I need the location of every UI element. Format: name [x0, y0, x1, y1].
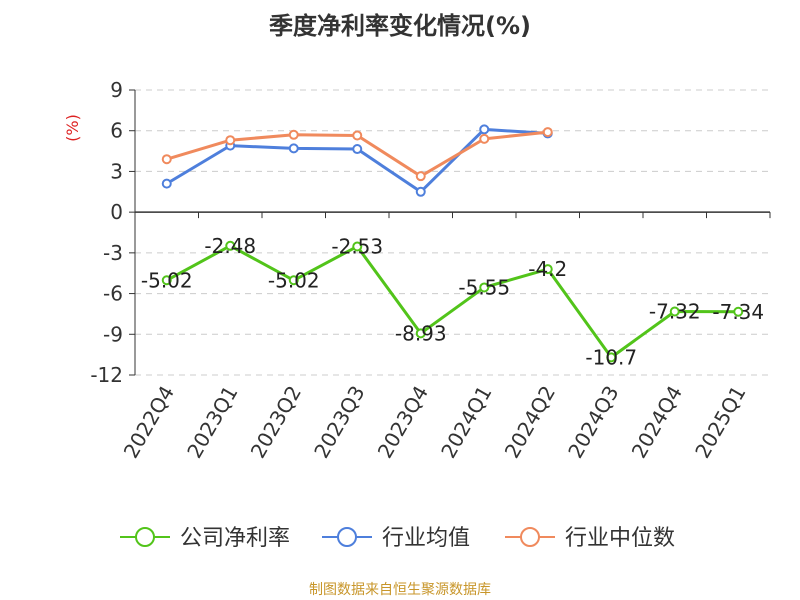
data-point	[669, 306, 680, 317]
chart-title: 季度净利率变化情况(%)	[269, 12, 531, 40]
data-point	[225, 135, 236, 146]
data-label: -2.53	[331, 234, 383, 258]
y-tick-label: -6	[103, 282, 123, 306]
x-tick-label: 2023Q3	[309, 382, 369, 463]
y-tick-label: -9	[103, 322, 123, 346]
y-tick-label: -12	[90, 363, 123, 387]
data-point	[733, 306, 744, 317]
data-label: -8.93	[395, 321, 447, 345]
x-tick-label: 2023Q2	[246, 382, 306, 463]
x-tick-label: 2024Q3	[563, 382, 623, 463]
legend-item-2[interactable]: 行业中位数	[505, 526, 675, 551]
legend-label: 行业中位数	[565, 526, 675, 551]
data-point	[479, 282, 490, 293]
data-point	[415, 328, 426, 339]
y-tick-label: 9	[110, 78, 123, 102]
data-point	[288, 275, 299, 286]
legend-label: 公司净利率	[180, 526, 290, 551]
legend-label: 行业均值	[382, 526, 470, 551]
data-point	[542, 264, 553, 275]
data-point	[352, 241, 363, 252]
x-tick-label: 2024Q4	[627, 382, 687, 463]
y-tick-labels: 9 6 3 0 -3 -6 -9 -12	[90, 78, 123, 387]
data-label: -7.32	[649, 299, 701, 323]
data-point	[288, 143, 299, 154]
data-label: -5.55	[458, 275, 510, 299]
data-point	[352, 144, 363, 155]
x-tick-label: 2022Q4	[119, 382, 179, 463]
data-label: -2.48	[204, 234, 256, 258]
data-point	[225, 240, 236, 251]
y-axis-unit: (%)	[63, 114, 82, 142]
data-point	[161, 178, 172, 189]
x-tick-labels: 2022Q4 2023Q1 2023Q2 2023Q3 2023Q4 2024Q1 2024…	[119, 382, 751, 463]
data-point	[415, 171, 426, 182]
legend-item-1[interactable]: 行业均值	[322, 526, 470, 551]
source-note: 制图数据来自恒生聚源数据库	[309, 582, 491, 598]
data-point	[415, 186, 426, 197]
data-label: -5.02	[268, 268, 320, 292]
data-point	[542, 127, 553, 138]
x-tick-label: 2024Q2	[500, 382, 560, 463]
grid-lines	[135, 89, 770, 376]
data-label: -7.34	[712, 300, 764, 324]
data-point	[161, 275, 172, 286]
x-tick-label: 2023Q4	[373, 382, 433, 463]
data-labels: -5.02-2.48-5.02-2.53-8.93-5.55-4.2-10.7-…	[141, 234, 764, 370]
data-label: -10.7	[585, 345, 637, 369]
data-label: -4.2	[528, 257, 567, 281]
y-tick-label: -3	[103, 241, 123, 265]
x-tick-label: 2025Q1	[690, 382, 750, 463]
x-tick-label: 2024Q1	[436, 382, 496, 463]
data-point	[161, 154, 172, 165]
data-point	[479, 124, 490, 135]
legend: 公司净利率 行业均值 行业中位数	[120, 526, 675, 551]
legend-marker	[520, 527, 540, 547]
y-tick-label: 6	[110, 119, 123, 143]
data-label: -5.02	[141, 268, 193, 292]
legend-item-0[interactable]: 公司净利率	[120, 526, 290, 551]
x-tick-label: 2023Q1	[182, 382, 242, 463]
legend-marker	[337, 527, 357, 547]
data-point	[479, 133, 490, 144]
series-line-0	[166, 244, 739, 359]
y-tick-label: 3	[110, 159, 123, 183]
data-point	[288, 129, 299, 140]
legend-marker	[135, 527, 155, 547]
data-point	[606, 352, 617, 363]
y-tick-label: 0	[110, 200, 123, 224]
axes	[129, 89, 771, 376]
data-point	[352, 130, 363, 141]
series-lines	[161, 124, 744, 363]
